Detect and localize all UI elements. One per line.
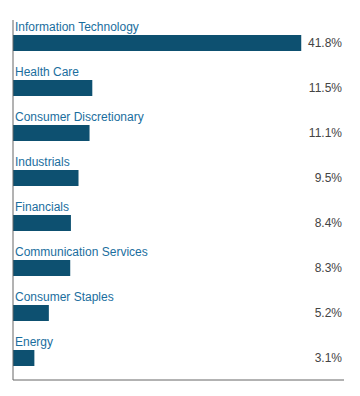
svg-text:Consumer Staples: Consumer Staples bbox=[15, 290, 114, 304]
svg-text:Financials: Financials bbox=[15, 200, 69, 214]
svg-text:Health Care: Health Care bbox=[15, 65, 79, 79]
svg-text:11.5%: 11.5% bbox=[309, 81, 342, 95]
svg-text:11.1%: 11.1% bbox=[309, 126, 342, 140]
svg-text:Industrials: Industrials bbox=[15, 155, 70, 169]
svg-text:8.3%: 8.3% bbox=[315, 261, 343, 275]
svg-text:Communication Services: Communication Services bbox=[15, 245, 148, 259]
svg-text:Energy: Energy bbox=[15, 335, 53, 349]
svg-text:41.8%: 41.8% bbox=[308, 36, 342, 50]
svg-text:5.2%: 5.2% bbox=[315, 306, 343, 320]
svg-text:8.4%: 8.4% bbox=[315, 216, 343, 230]
svg-text:Information Technology: Information Technology bbox=[15, 20, 139, 34]
svg-text:Consumer Discretionary: Consumer Discretionary bbox=[15, 110, 144, 124]
svg-text:9.5%: 9.5% bbox=[315, 171, 343, 185]
svg-text:3.1%: 3.1% bbox=[315, 351, 343, 365]
